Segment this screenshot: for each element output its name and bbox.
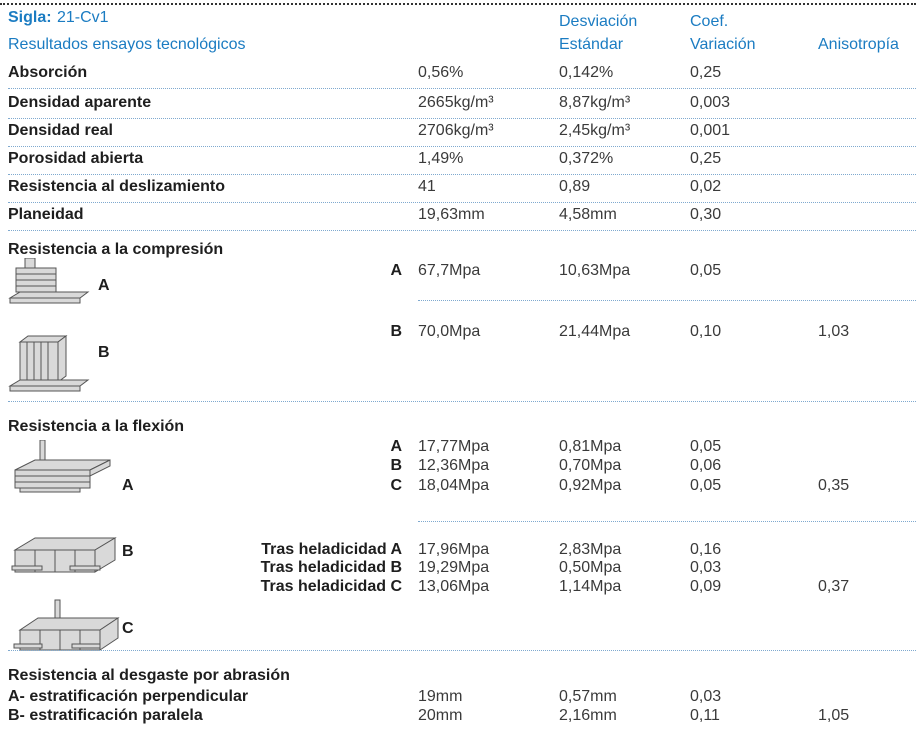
coef-variation: 0,02 [690,178,722,195]
value: 20mm [418,707,463,724]
column-header: Estándar [559,36,624,53]
coef-variation: 0,05 [690,477,722,494]
std-dev: 2,16mm [559,707,617,724]
value: 17,96Mpa [418,541,490,558]
figure-label: B [122,543,134,560]
coef-variation: 0,05 [690,262,722,279]
row-rule [8,118,916,119]
coef-variation: 0,30 [690,206,722,223]
std-dev: 4,58mm [559,206,617,223]
row-label: Densidad aparente [8,94,152,111]
value: 0,56% [418,64,464,81]
coef-variation: 0,25 [690,64,722,81]
std-dev: 21,44Mpa [559,323,631,340]
coef-variation: 0,03 [690,559,722,576]
column-header: Coef. [690,13,729,30]
std-dev: 2,83Mpa [559,541,622,558]
anisotropy: 0,37 [818,578,850,595]
value: 13,06Mpa [418,578,490,595]
coef-variation: 0,16 [690,541,722,558]
row-rule [8,401,916,402]
column-header: Anisotropía [818,36,899,53]
coef-variation: 0,003 [690,94,731,111]
top-rule [0,3,916,5]
std-dev: 0,372% [559,150,614,167]
row-label: Densidad real [8,122,113,139]
compression-figure [8,258,90,392]
value: 41 [418,178,436,195]
row-label: Absorción [8,64,88,81]
coef-variation: 0,03 [690,688,722,705]
coef-variation: 0,09 [690,578,722,595]
anisotropy: 1,05 [818,707,850,724]
std-dev: 0,92Mpa [559,477,622,494]
row-label: A- estratificación perpendicular [8,688,249,705]
value: 18,04Mpa [418,477,490,494]
std-dev: 0,50Mpa [559,559,622,576]
sub-label: Tras heladicidad C [260,578,402,595]
section-title: Resistencia a la compresión [8,241,224,258]
row-rule [8,230,916,231]
std-dev: 0,142% [559,64,614,81]
value: 70,0Mpa [418,323,481,340]
value: 19mm [418,688,463,705]
row-label: Resistencia al deslizamiento [8,178,225,195]
figure-label: A [98,277,110,294]
row-rule [8,146,916,147]
row-rule [8,202,916,203]
std-dev: 0,81Mpa [559,438,622,455]
row-rule [418,521,916,522]
row-label: Planeidad [8,206,84,223]
row-rule [418,300,916,301]
std-dev: 8,87kg/m³ [559,94,631,111]
value: 19,63mm [418,206,485,223]
column-header: Variación [690,36,756,53]
anisotropy: 0,35 [818,477,850,494]
value: 1,49% [418,150,464,167]
row-label: B- estratificación paralela [8,707,203,724]
figure-label: C [122,620,134,637]
std-dev: 2,45kg/m³ [559,122,631,139]
std-dev: 0,89 [559,178,591,195]
sigla-label: Sigla: [8,9,52,26]
value: 17,77Mpa [418,438,490,455]
section-title: Resistencia al desgaste por abrasión [8,667,290,684]
sub-label: C [390,477,402,494]
coef-variation: 0,001 [690,122,731,139]
coef-variation: 0,25 [690,150,722,167]
coef-variation: 0,11 [690,707,720,724]
value: 19,29Mpa [418,559,490,576]
row-rule [8,650,916,651]
coef-variation: 0,05 [690,438,722,455]
subtitle: Resultados ensayos tecnológicos [8,36,246,53]
value: 2706kg/m³ [418,122,494,139]
coef-variation: 0,10 [690,323,722,340]
figure-label: A [122,477,134,494]
value: 12,36Mpa [418,457,490,474]
std-dev: 10,63Mpa [559,262,631,279]
anisotropy: 1,03 [818,323,850,340]
coef-variation: 0,06 [690,457,722,474]
value: 67,7Mpa [418,262,481,279]
sub-label: B [390,457,402,474]
row-rule [8,174,916,175]
value: 2665kg/m³ [418,94,494,111]
std-dev: 1,14Mpa [559,578,622,595]
std-dev: 0,70Mpa [559,457,622,474]
column-header: Desviación [559,13,638,30]
sub-label: B [390,323,402,340]
sub-label: Tras heladicidad A [261,541,402,558]
sub-label: Tras heladicidad B [260,559,402,576]
figure-label: B [98,344,110,361]
flexion-figure [11,440,120,651]
std-dev: 0,57mm [559,688,617,705]
section-title: Resistencia a la flexión [8,418,185,435]
sub-label: A [390,262,402,279]
row-rule [8,88,916,89]
sigla: 21-Cv1 [57,9,109,26]
sub-label: A [390,438,402,455]
row-label: Porosidad abierta [8,150,144,167]
